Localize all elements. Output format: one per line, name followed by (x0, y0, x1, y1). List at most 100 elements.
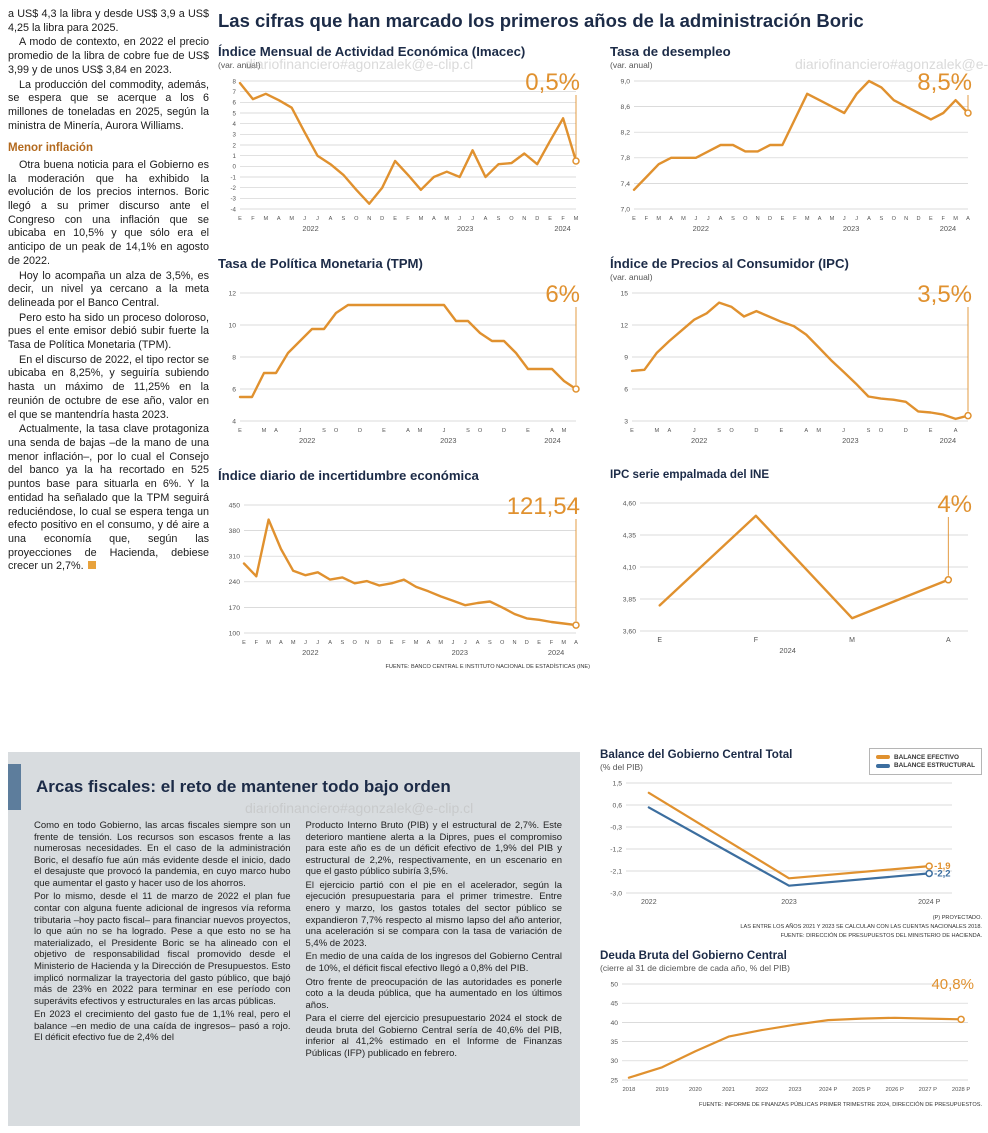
svg-text:J: J (464, 640, 467, 646)
svg-text:2018: 2018 (622, 1087, 635, 1093)
svg-text:6: 6 (624, 386, 628, 393)
svg-text:A: A (966, 216, 970, 222)
chart-subtitle-imacec: (var. anual) (218, 60, 261, 70)
left-article-column: a US$ 4,3 la libra y desde US$ 3,9 a US$… (8, 8, 209, 575)
svg-text:25: 25 (610, 1077, 618, 1084)
svg-text:J: J (452, 640, 455, 646)
svg-text:7,0: 7,0 (621, 206, 631, 213)
svg-text:M: M (438, 640, 443, 646)
svg-text:M: M (574, 216, 579, 222)
article-paragraph: En el discurso de 2022, el tipo rector s… (8, 353, 209, 421)
article-paragraph: Pero esto ha sido un proceso doloroso, p… (8, 311, 209, 352)
chart-title-incertidumbre: Índice diario de incertidumbre económica (218, 468, 479, 483)
svg-text:A: A (406, 428, 410, 434)
svg-text:S: S (717, 428, 721, 434)
svg-text:3,60: 3,60 (623, 628, 636, 635)
svg-text:O: O (509, 216, 514, 222)
svg-text:E: E (393, 216, 397, 222)
svg-text:J: J (316, 216, 319, 222)
svg-text:2026 P: 2026 P (885, 1087, 904, 1093)
svg-text:35: 35 (610, 1039, 618, 1046)
chart-title-desempleo: Tasa de desempleo (610, 44, 731, 59)
svg-text:-1,9: -1,9 (934, 861, 950, 872)
svg-text:S: S (466, 428, 470, 434)
svg-text:J: J (299, 428, 302, 434)
svg-text:A: A (432, 216, 436, 222)
fiscal-box: Arcas fiscales: el reto de mantener todo… (8, 752, 580, 1126)
svg-text:2019: 2019 (656, 1087, 669, 1093)
footnote: (P) PROYECTADO. (932, 915, 982, 921)
svg-text:1: 1 (233, 153, 237, 160)
svg-text:E: E (779, 428, 783, 434)
svg-text:M: M (291, 640, 296, 646)
svg-text:2023: 2023 (457, 224, 473, 233)
svg-text:S: S (342, 216, 346, 222)
svg-text:M: M (561, 640, 566, 646)
svg-text:2022: 2022 (693, 224, 709, 233)
svg-text:0: 0 (233, 164, 237, 171)
svg-text:D: D (535, 216, 539, 222)
svg-text:4: 4 (232, 418, 236, 425)
estructural-swatch-icon (876, 763, 891, 768)
svg-text:D: D (904, 428, 908, 434)
svg-text:2027 P: 2027 P (919, 1087, 938, 1093)
fiscal-paragraph: En medio de una caída de los ingresos de… (305, 951, 563, 974)
svg-text:-2,1: -2,1 (610, 868, 622, 875)
svg-text:2023: 2023 (781, 899, 797, 906)
svg-text:-0,3: -0,3 (610, 824, 622, 831)
svg-text:2024: 2024 (940, 436, 956, 445)
svg-text:M: M (681, 216, 686, 222)
svg-text:E: E (526, 428, 530, 434)
svg-text:4,35: 4,35 (623, 532, 636, 539)
svg-text:7: 7 (233, 89, 237, 96)
svg-text:M: M (805, 216, 810, 222)
svg-text:E: E (929, 216, 933, 222)
balance-line-chart: 1,5 0,6 -0,3 -1,2 -2,1 -3,0 2022 2023 2024 P -1,9… (610, 780, 952, 906)
svg-text:M: M (655, 428, 660, 434)
balance-chart-head: Balance del Gobierno Central Total (% de… (600, 748, 982, 775)
svg-text:8,6: 8,6 (621, 104, 631, 111)
page-title: Las cifras que han marcado los primeros … (218, 10, 864, 31)
svg-text:M: M (414, 640, 419, 646)
desempleo-latest-value: 8,5% (917, 69, 972, 96)
chart-subtitle-ipc: (var. anual) (610, 272, 653, 282)
article-paragraph: La producción del commodity, además, se … (8, 78, 209, 132)
svg-text:2028 P: 2028 P (952, 1087, 971, 1093)
fiscal-column-1: Como en todo Gobierno, las arcas fiscale… (34, 820, 291, 1062)
svg-text:380: 380 (229, 528, 241, 535)
ipc-latest-value: 3,5% (917, 281, 972, 308)
svg-text:7,8: 7,8 (621, 155, 631, 162)
svg-text:30: 30 (610, 1058, 618, 1065)
fiscal-paragraph: En 2023 el crecimiento del gasto fue de … (34, 1009, 291, 1044)
svg-text:40: 40 (610, 1020, 618, 1027)
svg-text:D: D (768, 216, 772, 222)
chart-card-imacec: Índice Mensual de Actividad Económica (I… (218, 44, 590, 238)
svg-text:E: E (390, 640, 394, 646)
svg-text:2023: 2023 (843, 224, 859, 233)
svg-text:A: A (329, 216, 333, 222)
svg-text:2022: 2022 (755, 1087, 768, 1093)
svg-text:450: 450 (229, 502, 241, 509)
svg-text:2024 P: 2024 P (819, 1087, 838, 1093)
svg-text:2: 2 (233, 142, 237, 149)
article-paragraph-text: Actualmente, la tasa clave protagoniza u… (8, 423, 209, 573)
chart-card-desempleo: Tasa de desempleo (var. anual) 8,5% 9,0 8… (610, 44, 982, 238)
svg-text:J: J (303, 216, 306, 222)
svg-text:J: J (694, 216, 697, 222)
svg-text:5: 5 (233, 110, 237, 117)
svg-text:6: 6 (232, 386, 236, 393)
svg-text:A: A (328, 640, 332, 646)
svg-text:2024: 2024 (554, 224, 570, 233)
svg-text:F: F (406, 216, 410, 222)
svg-text:A: A (274, 428, 278, 434)
charts-source-note: FUENTE: BANCO CENTRAL E INSTITUTO NACION… (385, 664, 590, 670)
chart-card-tpm: Tasa de Política Monetaria (TPM) 6% 12 10… (218, 256, 590, 450)
fiscal-column-2: Producto Interno Bruto (PIB) y el estruc… (306, 820, 563, 1062)
svg-text:2024: 2024 (544, 436, 560, 445)
footnote: FUENTE: DIRECCIÓN DE PRESUPUESTOS DEL MI… (780, 932, 982, 939)
svg-text:J: J (304, 640, 307, 646)
article-paragraph: Actualmente, la tasa clave protagoniza u… (8, 423, 209, 574)
deuda-line-chart: 50 45 40 35 30 25 2018 2019 2020 2021 2022 2023 2024… (610, 981, 971, 1093)
